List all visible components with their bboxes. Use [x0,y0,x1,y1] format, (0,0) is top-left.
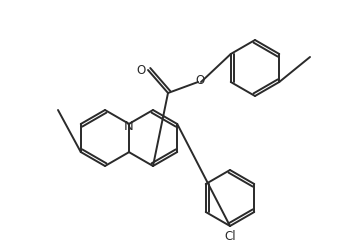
Text: N: N [124,120,134,132]
Text: O: O [195,74,205,88]
Text: Cl: Cl [224,230,236,244]
Text: O: O [136,63,146,76]
